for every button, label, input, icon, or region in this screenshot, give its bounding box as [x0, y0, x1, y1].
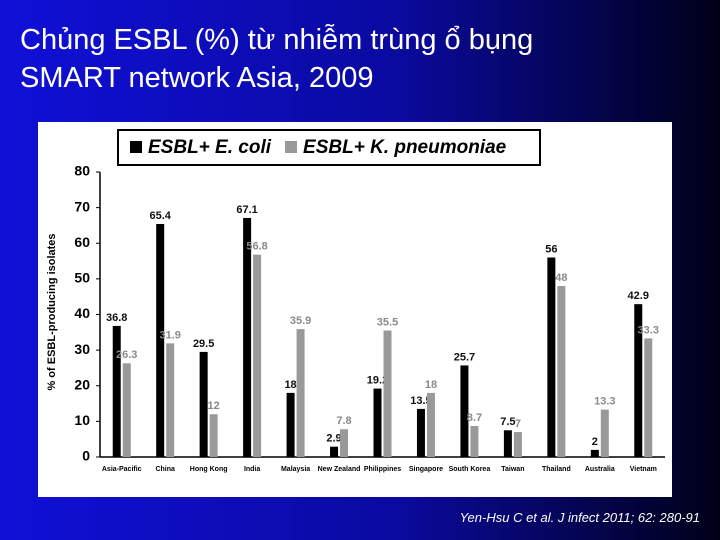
bar: [460, 365, 469, 457]
value-label: 2.9: [326, 433, 341, 445]
bar: [330, 446, 339, 457]
x-tick-label: South Korea: [449, 466, 491, 473]
y-tick-label: 60: [74, 234, 90, 250]
value-label: 7.8: [336, 415, 351, 427]
x-tick-label: China: [155, 466, 175, 473]
legend-label: ESBL+ K. pneumoniae: [303, 137, 507, 158]
y-tick-label: 50: [74, 270, 90, 286]
y-axis-label: % of ESBL-producing isolates: [46, 233, 58, 390]
y-tick-label: 80: [74, 163, 90, 179]
x-tick-label: Singapore: [409, 466, 443, 473]
bar: [286, 392, 295, 457]
y-tick-label: 0: [82, 448, 90, 464]
bar: [166, 343, 175, 457]
bar: [557, 286, 566, 457]
y-tick-label: 20: [74, 376, 90, 392]
bar: [156, 224, 165, 457]
x-tick-label: Thailand: [542, 466, 571, 473]
chart: % of ESBL-producing isolates ESBL+ E. co…: [38, 122, 672, 497]
bar: [112, 325, 121, 457]
value-label: 18: [284, 379, 296, 391]
value-label: 31.9: [159, 329, 180, 341]
value-label: 12: [208, 400, 220, 412]
value-label: 2: [592, 436, 598, 448]
bar: [243, 217, 252, 457]
bar: [383, 330, 392, 457]
value-label: 56.8: [246, 241, 267, 253]
bar: [340, 429, 349, 457]
value-label: 7.5: [500, 416, 515, 428]
bar: [644, 338, 653, 457]
x-tick-label: Philippines: [364, 466, 401, 473]
value-label: 36.8: [106, 312, 127, 324]
y-tick-label: 30: [74, 341, 90, 357]
value-label: 26.3: [116, 349, 137, 361]
bar: [122, 363, 131, 457]
x-tick-label: Vietnam: [630, 466, 657, 473]
x-tick-label: New Zealand: [318, 466, 361, 473]
value-label: 67.1: [236, 204, 257, 216]
x-tick-label: Taiwan: [501, 466, 524, 473]
y-tick-label: 10: [74, 412, 90, 428]
bar: [416, 408, 425, 457]
legend-swatch: [285, 141, 298, 153]
y-tick-label: 70: [74, 198, 90, 214]
slide-title: Chủng ESBL (%) từ nhiễm trùng ổ bụng: [20, 24, 534, 56]
x-tick-label: India: [244, 466, 260, 473]
bar: [470, 426, 479, 457]
legend-label: ESBL+ E. coli: [148, 137, 272, 158]
bar: [199, 351, 208, 457]
value-label: 13.5: [410, 395, 431, 407]
x-tick-label: Hong Kong: [190, 466, 228, 473]
value-label: 18: [425, 379, 437, 391]
legend-box: [117, 129, 541, 166]
bar: [503, 430, 512, 457]
value-label: 7: [515, 418, 521, 430]
bar: [600, 409, 609, 457]
bar: [634, 304, 643, 457]
value-label: 48: [555, 272, 567, 284]
bar: [296, 329, 305, 457]
bar: [513, 432, 522, 457]
value-label: 42.9: [628, 290, 649, 302]
value-label: 13.3: [594, 396, 615, 408]
bar: [547, 257, 556, 457]
value-label: 29.5: [193, 338, 214, 350]
bar: [590, 449, 599, 457]
value-label: 8.7: [467, 412, 482, 424]
x-tick-label: Asia-Pacific: [102, 466, 142, 473]
bar: [253, 254, 262, 457]
bar: [209, 414, 218, 457]
slide-title: SMART network Asia, 2009: [20, 62, 374, 94]
value-label: 65.4: [149, 210, 171, 222]
bar: [426, 392, 435, 457]
value-label: 35.5: [377, 316, 398, 328]
value-label: 33.3: [638, 324, 659, 336]
bar: [373, 388, 382, 457]
legend-swatch: [130, 141, 142, 153]
value-label: 56: [545, 243, 557, 255]
y-tick-label: 40: [74, 305, 90, 321]
value-label: 19.2: [367, 375, 388, 387]
citation: Yen-Hsu C et al. J infect 2011; 62: 280-…: [459, 510, 700, 525]
x-tick-label: Malaysia: [281, 466, 310, 473]
value-label: 25.7: [454, 351, 475, 363]
x-tick-label: Australia: [585, 466, 615, 473]
value-label: 35.9: [290, 315, 311, 327]
